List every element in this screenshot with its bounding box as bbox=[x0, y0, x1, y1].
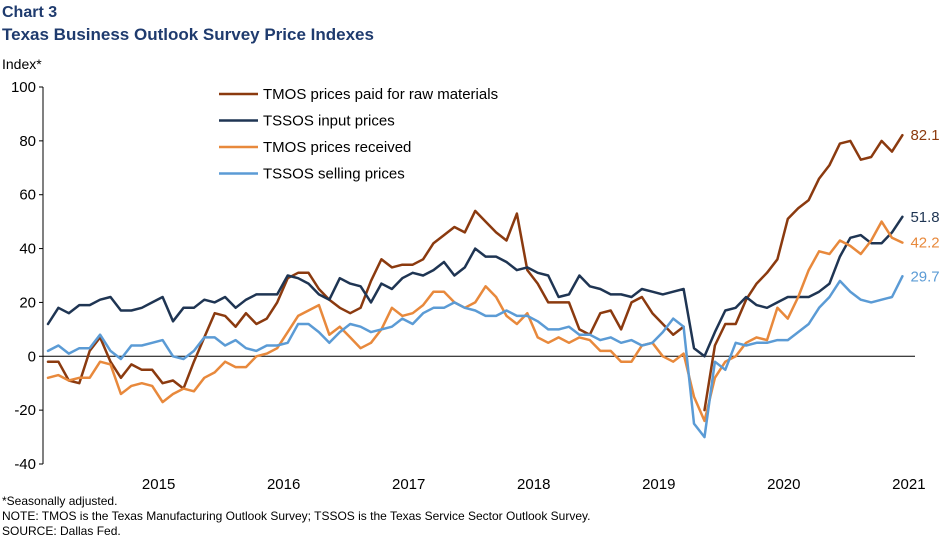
x-tick-label: 2018 bbox=[517, 476, 550, 490]
x-tick-label: 2019 bbox=[642, 476, 675, 490]
series-line bbox=[46, 220, 904, 423]
legend-label: TSSOS input prices bbox=[263, 113, 395, 130]
series-0: 82.1 bbox=[46, 127, 940, 412]
series-line bbox=[46, 275, 904, 439]
legend-label: TMOS prices paid for raw materials bbox=[263, 86, 498, 103]
y-tick-label: 60 bbox=[19, 187, 36, 204]
series-line bbox=[46, 215, 904, 358]
x-tick-label: 2021 bbox=[892, 476, 925, 490]
y-tick-label: 0 bbox=[28, 348, 36, 365]
footnote-note: NOTE: TMOS is the Texas Manufacturing Ou… bbox=[2, 509, 591, 523]
y-axis-label: Index* bbox=[2, 56, 42, 72]
line-chart: Index* -40 -20 0 20 40 60 80 100 2015 2016 2017 2018… bbox=[2, 56, 940, 490]
chart-title: Texas Business Outlook Survey Price Inde… bbox=[2, 25, 374, 44]
series-end-label: 42.2 bbox=[910, 235, 939, 252]
x-tick-label: 2020 bbox=[767, 476, 800, 490]
x-tick-label: 2016 bbox=[267, 476, 300, 490]
legend: TMOS prices paid for raw materials TSSOS … bbox=[219, 86, 498, 183]
y-tick-label: -40 bbox=[14, 456, 36, 473]
footnotes: *Seasonally adjusted. NOTE: TMOS is the … bbox=[2, 494, 590, 539]
y-tick-label: -20 bbox=[14, 402, 36, 419]
series-1: 51.8 bbox=[46, 209, 940, 358]
series-line bbox=[46, 133, 904, 412]
legend-label: TMOS prices received bbox=[263, 139, 411, 156]
y-tick-label: 100 bbox=[11, 79, 36, 96]
series-end-label: 29.7 bbox=[910, 268, 939, 285]
series-3: 29.7 bbox=[46, 268, 940, 439]
y-tick-label: 80 bbox=[19, 133, 36, 150]
series-2: 42.2 bbox=[46, 220, 940, 423]
series-end-label: 51.8 bbox=[910, 209, 939, 226]
footnote-source: SOURCE: Dallas Fed. bbox=[2, 524, 121, 538]
x-tick-label: 2015 bbox=[142, 476, 175, 490]
footnote-seasonal: *Seasonally adjusted. bbox=[2, 494, 118, 508]
y-tick-label: 40 bbox=[19, 241, 36, 258]
series-end-label: 82.1 bbox=[910, 127, 939, 144]
y-tick-label: 20 bbox=[19, 294, 36, 311]
legend-label: TSSOS selling prices bbox=[263, 166, 405, 183]
chart-number: Chart 3 bbox=[2, 4, 58, 21]
x-tick-label: 2017 bbox=[392, 476, 425, 490]
